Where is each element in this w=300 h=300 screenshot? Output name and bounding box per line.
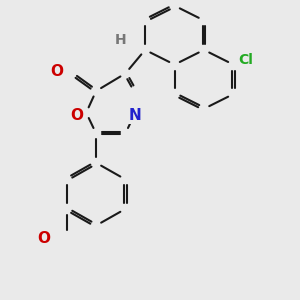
Text: N: N (129, 108, 142, 123)
Text: H: H (115, 33, 126, 47)
Text: O: O (70, 108, 83, 123)
Text: O: O (50, 64, 63, 79)
Text: O: O (38, 231, 50, 246)
Text: Cl: Cl (239, 53, 254, 67)
